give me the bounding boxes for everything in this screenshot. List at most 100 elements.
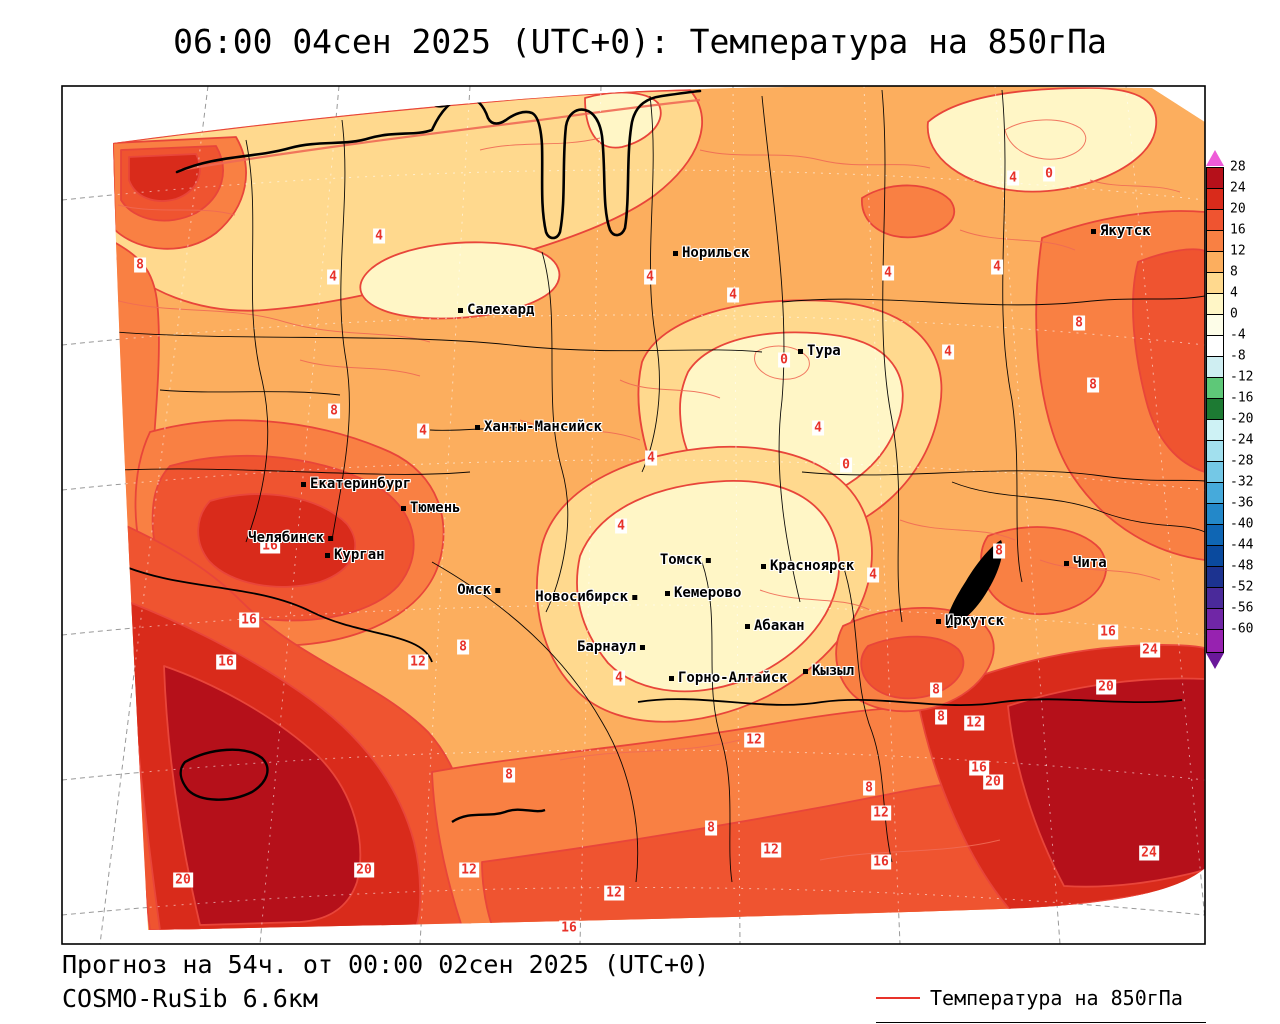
lake-outline-southwest (179, 748, 269, 801)
contour-label: 12 (761, 842, 781, 858)
city-marker-dot (1091, 228, 1096, 234)
city-marker-dot (673, 250, 678, 256)
contour-label: 12 (964, 715, 984, 731)
contour-label: 12 (871, 805, 891, 821)
colorbar-row: -60 (1206, 622, 1254, 653)
contour-label: 20 (983, 774, 1003, 790)
contour-label: 4 (615, 518, 627, 534)
contour-label: 12 (408, 654, 428, 670)
legend: Температура на 850гПа (876, 986, 1206, 1023)
contour-label: 4 (991, 259, 1003, 275)
forecast-line: Прогноз на 54ч. от 00:00 02сен 2025 (UTC… (62, 950, 710, 979)
legend-label: Температура на 850гПа (930, 986, 1183, 1010)
contour-label: 16 (559, 920, 579, 936)
city: Омск (457, 582, 500, 598)
contour-label: 0 (1043, 166, 1055, 182)
city-label: Новосибирск (535, 589, 628, 605)
colorbar-label: -4 (1230, 327, 1246, 343)
contour-label: 16 (260, 538, 280, 554)
contour-label: 8 (993, 543, 1005, 559)
city-marker-dot (401, 505, 406, 511)
city-marker-dot (936, 618, 941, 624)
city: Ханты-Мансийск (475, 419, 602, 435)
contour-label: 4 (727, 287, 739, 303)
city-marker-dot (669, 675, 674, 681)
contour-label: 20 (173, 872, 193, 888)
colorbar-label: -32 (1230, 474, 1254, 490)
river-outline-south (451, 808, 546, 824)
city-marker-dot (475, 424, 480, 430)
colorbar-label: -60 (1230, 621, 1254, 637)
contour-label: 4 (417, 423, 429, 439)
city-marker-dot (745, 623, 750, 629)
contour-label: 8 (930, 682, 942, 698)
colorbar-label: -40 (1230, 516, 1254, 532)
city-marker-dot (458, 307, 463, 313)
city: Екатеринбург (301, 476, 411, 492)
colorbar-below-triangle (1206, 653, 1224, 669)
contour-label: 8 (1087, 377, 1099, 393)
city: Тура (798, 343, 841, 359)
colorbar-label: -24 (1230, 432, 1254, 448)
city: Кемерово (665, 585, 741, 601)
state-borders (113, 561, 1183, 707)
city-marker-dot (328, 535, 333, 541)
colorbar-label: 0 (1230, 306, 1238, 322)
contour-label: 8 (503, 767, 515, 783)
city-marker-dot (301, 481, 306, 487)
colorbar-label: 8 (1230, 264, 1238, 280)
city-marker-dot (495, 587, 500, 593)
contour-label: 4 (942, 344, 954, 360)
contour-label: 8 (935, 709, 947, 725)
city-label: Екатеринбург (310, 476, 412, 492)
contour-label: 12 (744, 732, 764, 748)
colorbar-row: -40 (1206, 517, 1254, 548)
contour-label: 8 (328, 403, 340, 419)
colorbar-label: -16 (1230, 390, 1254, 406)
city: Томск (660, 552, 711, 568)
colorbar-row: -52 (1206, 580, 1254, 611)
city: Якутск (1091, 223, 1151, 239)
colorbar-row: 24 (1206, 181, 1246, 212)
city-label: Абакан (754, 618, 805, 634)
colorbar-row: 28 (1206, 160, 1246, 191)
contour-label: 8 (134, 257, 146, 273)
city: Иркутск (936, 613, 1004, 629)
colorbar-row: -8 (1206, 349, 1246, 380)
colorbar-row: -16 (1206, 391, 1254, 422)
contour-label: 4 (373, 228, 385, 244)
contour-label: 12 (604, 885, 624, 901)
city: Чита (1064, 555, 1107, 571)
colorbar-row: 20 (1206, 202, 1246, 233)
model-line: COSMO-RuSib 6.6км (62, 984, 318, 1013)
city-label: Салехард (467, 302, 535, 318)
contour-label: 12 (459, 862, 479, 878)
colorbar-row: -36 (1206, 496, 1254, 527)
map-frame (61, 85, 1206, 945)
colorbar-above-triangle (1206, 150, 1224, 166)
city-label: Тура (807, 343, 841, 359)
colorbar-label: 24 (1230, 180, 1246, 196)
colorbar-row: 8 (1206, 265, 1238, 296)
colorbar-label: 12 (1230, 243, 1246, 259)
colorbar-rows: 28 24 20 16 12 8 4 0 -4 -8 -12 -16 -20 -24 -28 -32 -36 -4… (1206, 160, 1254, 653)
city-label: Кемерово (674, 585, 742, 601)
contour-label: 16 (969, 760, 989, 776)
city-label: Якутск (1100, 223, 1151, 239)
city: Горно-Алтайск (669, 670, 788, 686)
city: Тюмень (401, 500, 461, 516)
lake-baikal (946, 540, 1003, 628)
city: Абакан (745, 618, 805, 634)
city-label: Тюмень (410, 500, 461, 516)
city-label: Омск (457, 582, 491, 598)
contour-label: 4 (882, 265, 894, 281)
colorbar-segment (1206, 629, 1224, 653)
colorbar-row: -24 (1206, 433, 1254, 464)
colorbar-label: 16 (1230, 222, 1246, 238)
contour-label: 20 (1096, 679, 1116, 695)
contour-label: 4 (645, 450, 657, 466)
city-marker-dot (803, 668, 808, 674)
city: Курган (325, 547, 385, 563)
colorbar-row: -48 (1206, 559, 1254, 590)
